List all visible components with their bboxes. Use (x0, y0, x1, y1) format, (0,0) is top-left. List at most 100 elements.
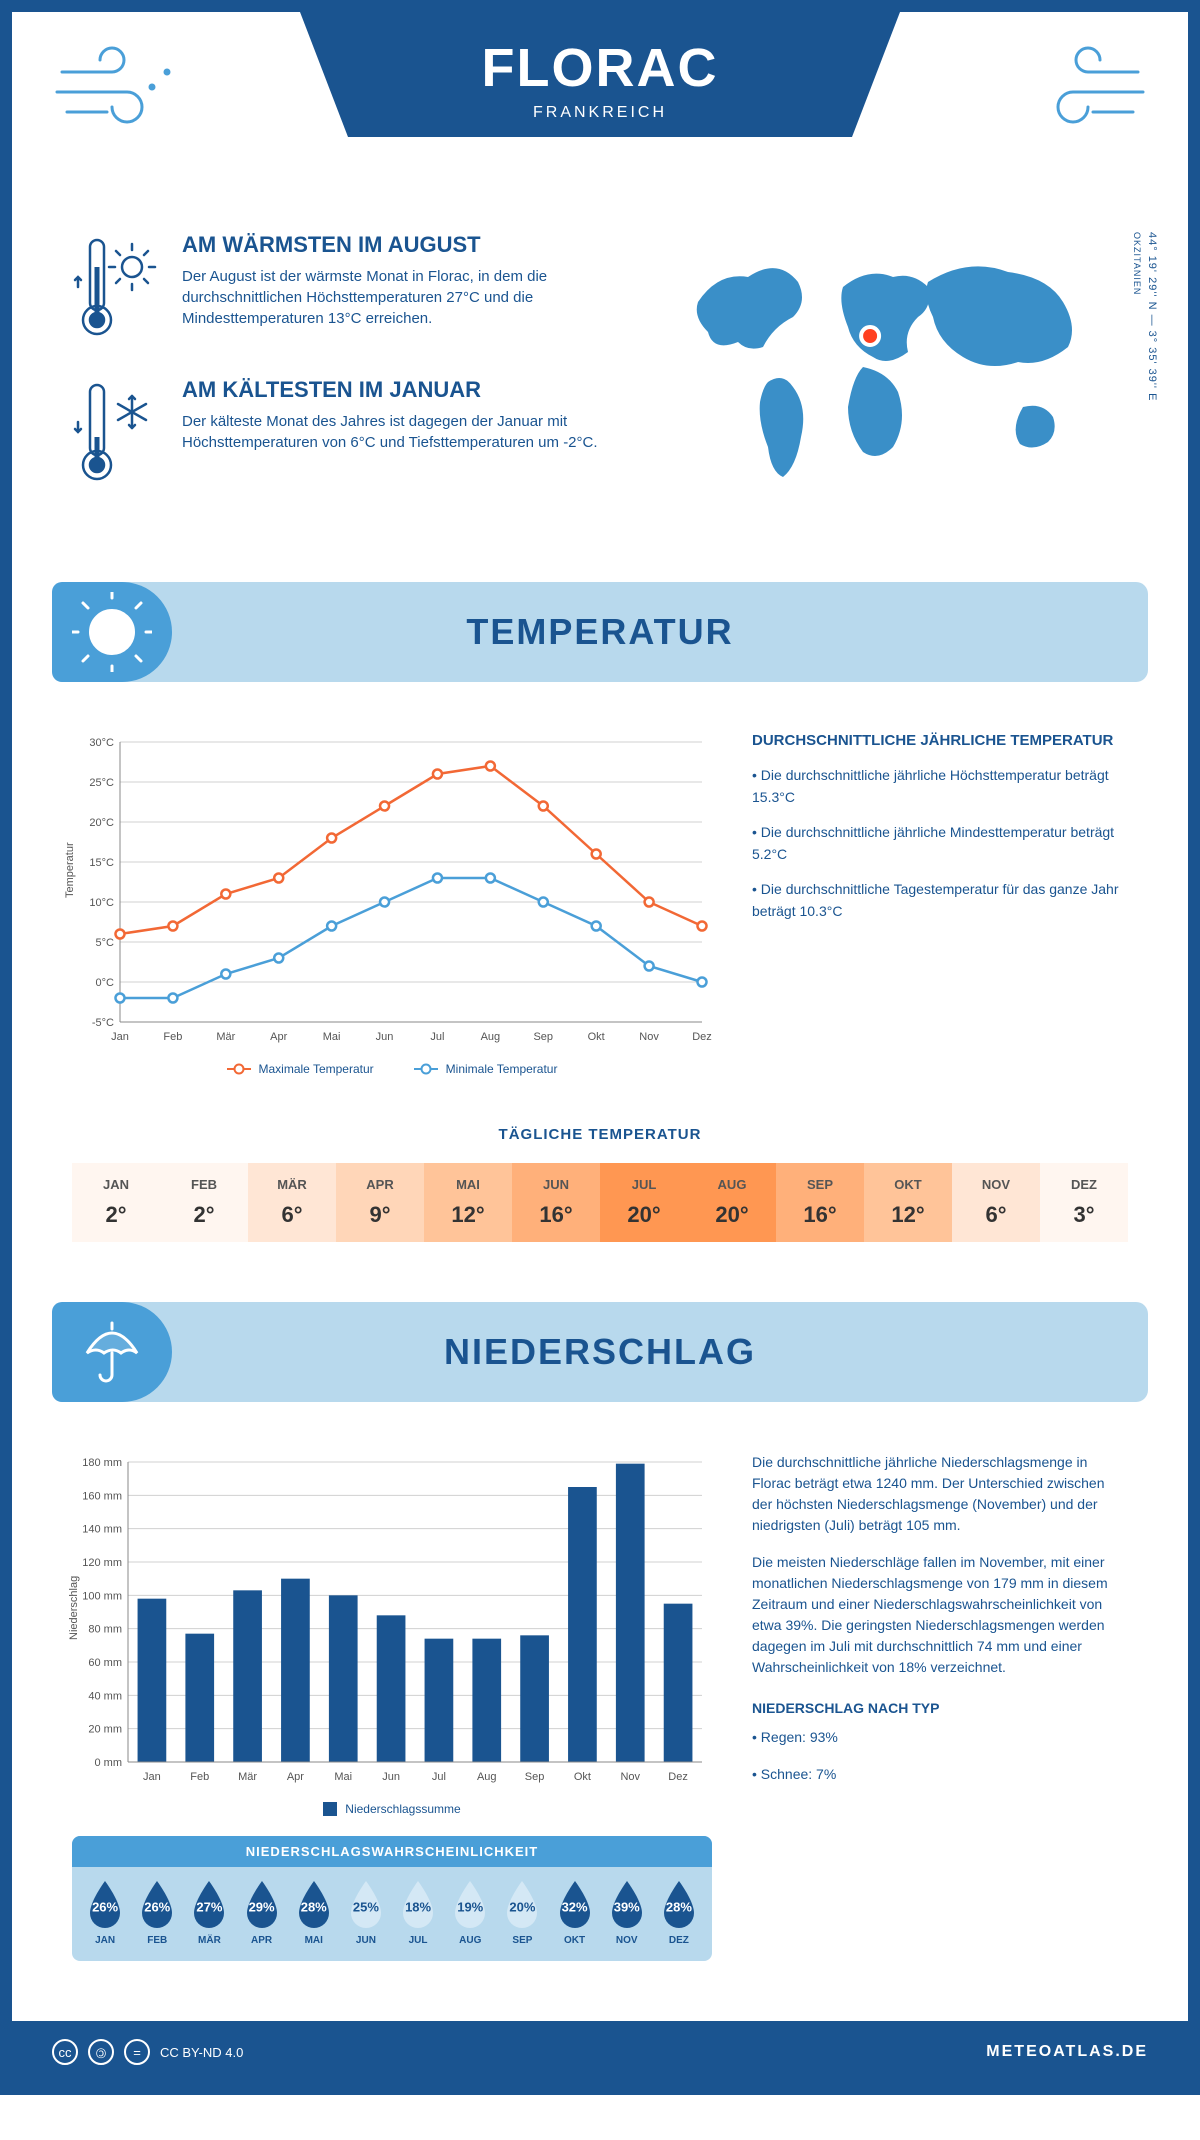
daily-title: TÄGLICHE TEMPERATUR (72, 1126, 1128, 1143)
prob-cell: 25% JUN (341, 1879, 391, 1946)
title-banner: FLORAC FRANKREICH (300, 12, 900, 137)
footer: cc 🄯 = CC BY-ND 4.0 METEOATLAS.DE (12, 2021, 1188, 2083)
prob-cell: 18% JUL (393, 1879, 443, 1946)
region-label: OKZITANIEN (1132, 232, 1142, 295)
legend-item: Maximale Temperatur (227, 1062, 374, 1076)
by-icon: 🄯 (88, 2039, 114, 2065)
svg-text:Aug: Aug (477, 1771, 497, 1783)
svg-text:Apr: Apr (270, 1031, 287, 1043)
umbrella-icon (52, 1302, 172, 1402)
svg-text:30°C: 30°C (89, 737, 114, 749)
precip-rain: • Regen: 93% (752, 1727, 1128, 1748)
svg-text:Okt: Okt (588, 1031, 605, 1043)
warmest-title: AM WÄRMSTEN IM AUGUST (182, 232, 628, 258)
svg-text:Jul: Jul (430, 1031, 444, 1043)
svg-text:Aug: Aug (481, 1031, 501, 1043)
svg-text:-5°C: -5°C (92, 1017, 114, 1029)
section-title: NIEDERSCHLAG (444, 1331, 756, 1373)
svg-text:20°C: 20°C (89, 817, 114, 829)
month-cell: DEZ3° (1040, 1163, 1128, 1242)
month-cell: JAN2° (72, 1163, 160, 1242)
coldest-block: AM KÄLTESTEN IM JANUAR Der kälteste Mona… (72, 377, 628, 492)
svg-text:0°C: 0°C (96, 977, 115, 989)
precipitation-probability: NIEDERSCHLAGSWAHRSCHEINLICHKEIT 26% JAN … (72, 1836, 712, 1961)
month-cell: JUL20° (600, 1163, 688, 1242)
cc-icon: cc (52, 2039, 78, 2065)
temperature-info: DURCHSCHNITTLICHE JÄHRLICHE TEMPERATUR •… (752, 732, 1128, 1076)
month-cell: MAI12° (424, 1163, 512, 1242)
wind-icon (52, 42, 182, 137)
month-cell: AUG20° (688, 1163, 776, 1242)
coldest-title: AM KÄLTESTEN IM JANUAR (182, 377, 628, 403)
svg-text:120 mm: 120 mm (82, 1557, 122, 1569)
svg-text:5°C: 5°C (96, 937, 115, 949)
site-name: METEOATLAS.DE (986, 2043, 1148, 2061)
prob-cell: 28% MAI (289, 1879, 339, 1946)
info-text: Die durchschnittliche jährliche Niedersc… (752, 1452, 1128, 1536)
svg-text:Dez: Dez (692, 1031, 712, 1043)
precipitation-section: Niederschlag 0 mm20 mm40 mm60 mm80 mm100… (12, 1422, 1188, 1991)
legend-item: Minimale Temperatur (414, 1062, 558, 1076)
info-title: DURCHSCHNITTLICHE JÄHRLICHE TEMPERATUR (752, 732, 1128, 749)
svg-text:Nov: Nov (639, 1031, 659, 1043)
prob-title: NIEDERSCHLAGSWAHRSCHEINLICHKEIT (72, 1836, 712, 1867)
info-text: Die meisten Niederschläge fallen im Nove… (752, 1552, 1128, 1678)
world-map: OKZITANIEN 44° 19' 29'' N — 3° 35' 39'' … (668, 232, 1128, 522)
svg-text:Mär: Mär (216, 1031, 235, 1043)
wind-icon (1018, 42, 1148, 137)
svg-text:Jan: Jan (143, 1771, 161, 1783)
svg-text:Jun: Jun (382, 1771, 400, 1783)
month-cell: SEP16° (776, 1163, 864, 1242)
svg-text:Okt: Okt (574, 1771, 591, 1783)
svg-text:Sep: Sep (533, 1031, 553, 1043)
prob-cell: 19% AUG (445, 1879, 495, 1946)
info-bullet: • Die durchschnittliche jährliche Mindes… (752, 821, 1128, 866)
month-cell: OKT12° (864, 1163, 952, 1242)
thermometer-sun-icon (72, 232, 162, 347)
svg-text:Apr: Apr (287, 1771, 304, 1783)
svg-text:25°C: 25°C (89, 777, 114, 789)
svg-text:Mai: Mai (334, 1771, 352, 1783)
svg-text:60 mm: 60 mm (88, 1657, 122, 1669)
svg-text:15°C: 15°C (89, 857, 114, 869)
warmest-text: Der August ist der wärmste Monat in Flor… (182, 266, 628, 329)
thermometer-snow-icon (72, 377, 162, 492)
prob-cell: 28% DEZ (654, 1879, 704, 1946)
month-cell: JUN16° (512, 1163, 600, 1242)
license-text: CC BY-ND 4.0 (160, 2045, 243, 2060)
svg-text:20 mm: 20 mm (88, 1724, 122, 1736)
svg-text:40 mm: 40 mm (88, 1690, 122, 1702)
month-cell: FEB2° (160, 1163, 248, 1242)
svg-text:10°C: 10°C (89, 897, 114, 909)
prob-cell: 29% APR (237, 1879, 287, 1946)
prob-cell: 32% OKT (550, 1879, 600, 1946)
svg-text:100 mm: 100 mm (82, 1590, 122, 1602)
temperature-banner: TEMPERATUR (52, 582, 1148, 682)
svg-text:140 mm: 140 mm (82, 1524, 122, 1536)
coldest-text: Der kälteste Monat des Jahres ist dagege… (182, 411, 628, 453)
y-axis-label: Temperatur (64, 842, 76, 898)
svg-text:Nov: Nov (620, 1771, 640, 1783)
intro-section: AM WÄRMSTEN IM AUGUST Der August ist der… (12, 232, 1188, 562)
nd-icon: = (124, 2039, 150, 2065)
chart-legend: Niederschlagssumme (72, 1802, 712, 1816)
svg-text:80 mm: 80 mm (88, 1624, 122, 1636)
precip-type-title: NIEDERSCHLAG NACH TYP (752, 1698, 1128, 1719)
page: FLORAC FRANKREICH (0, 0, 1200, 2095)
svg-text:Jan: Jan (111, 1031, 129, 1043)
info-bullet: • Die durchschnittliche Tagestemperatur … (752, 878, 1128, 923)
svg-text:Mär: Mär (238, 1771, 257, 1783)
coords-label: 44° 19' 29'' N — 3° 35' 39'' E (1146, 232, 1158, 401)
daily-grid: JAN2°FEB2°MÄR6°APR9°MAI12°JUN16°JUL20°AU… (72, 1163, 1128, 1242)
prob-cell: 26% JAN (80, 1879, 130, 1946)
y-axis-label: Niederschlag (68, 1576, 80, 1640)
temperature-section: Temperatur -5°C 0°C 5°C 10°C 15°C 20°C 25°C 30°… (12, 702, 1188, 1106)
country-name: FRANKREICH (300, 104, 900, 122)
prob-cell: 27% MÄR (184, 1879, 234, 1946)
month-cell: NOV6° (952, 1163, 1040, 1242)
prob-cell: 26% FEB (132, 1879, 182, 1946)
section-title: TEMPERATUR (466, 611, 733, 653)
month-cell: MÄR6° (248, 1163, 336, 1242)
prob-cell: 20% SEP (497, 1879, 547, 1946)
precipitation-info: Die durchschnittliche jährliche Niedersc… (752, 1452, 1128, 1961)
